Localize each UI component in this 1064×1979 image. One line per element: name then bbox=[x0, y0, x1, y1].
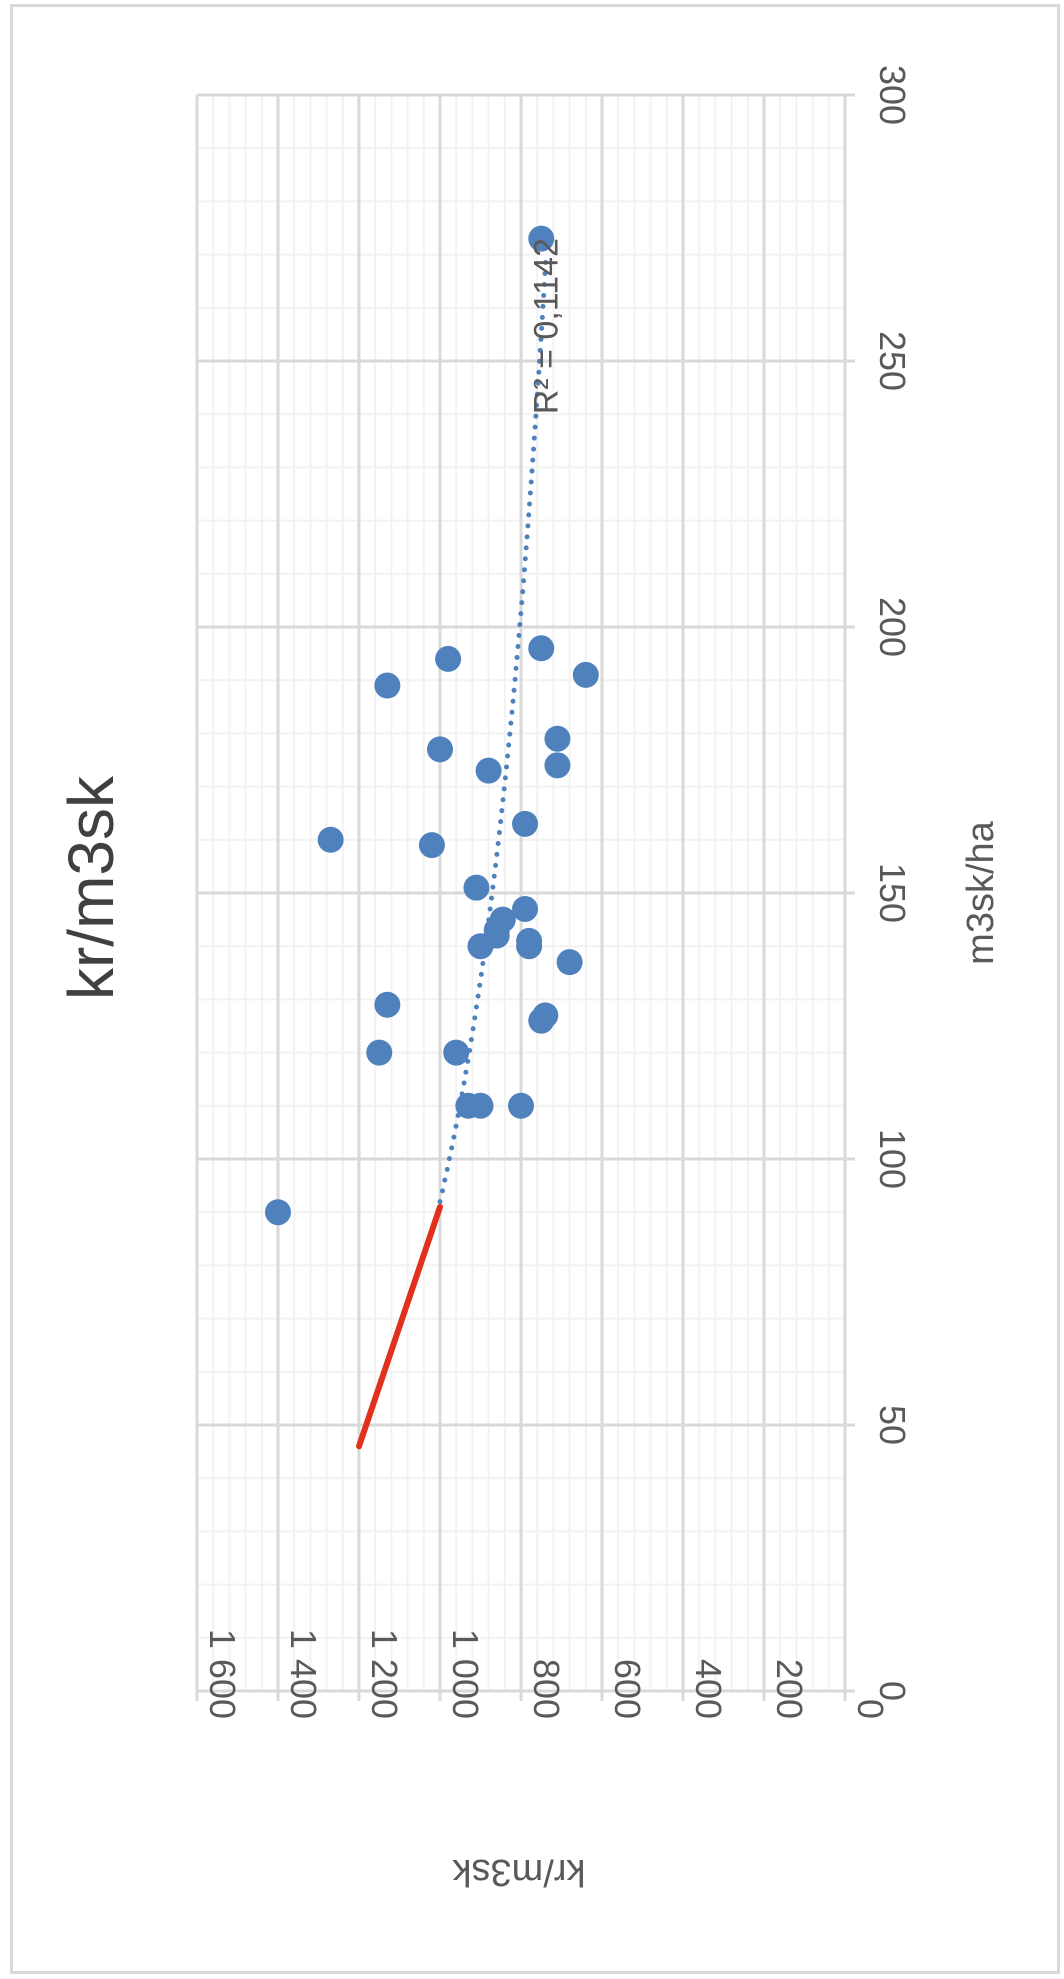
data-point bbox=[489, 906, 516, 933]
y-axis-tick-label: 0 bbox=[850, 1699, 891, 1719]
data-point bbox=[508, 1092, 534, 1119]
major-gridlines bbox=[195, 93, 855, 1701]
x-axis-tick-label: 200 bbox=[872, 597, 913, 657]
data-point bbox=[512, 895, 539, 922]
y-axis-tick-label: 1 600 bbox=[202, 1629, 243, 1719]
data-point bbox=[544, 725, 571, 752]
red-line bbox=[356, 1203, 443, 1450]
data-point bbox=[544, 752, 571, 779]
data-point bbox=[463, 874, 490, 901]
data-point bbox=[374, 672, 401, 699]
data-point bbox=[418, 832, 445, 859]
y-axis-tick-label: 800 bbox=[526, 1659, 567, 1719]
x-axis-tick-label: 0 bbox=[872, 1681, 913, 1701]
data-point bbox=[374, 991, 401, 1018]
data-point bbox=[467, 1092, 494, 1119]
data-point bbox=[572, 661, 599, 688]
y-axis-title: kr/m3sk bbox=[452, 1851, 586, 1893]
x-axis-tick-label: 300 bbox=[872, 65, 913, 125]
data-point bbox=[528, 635, 555, 662]
scatter-chart: 0 50 100 150 200 250 300 0 200 400 600 800 1 000 1 2… bbox=[55, 65, 1002, 1893]
x-axis-tick-label: 50 bbox=[872, 1405, 913, 1445]
y-axis-tick-label: 600 bbox=[607, 1659, 648, 1719]
r-squared-label: R² = 0,1142 bbox=[527, 238, 565, 414]
chart-frame: 0 50 100 150 200 250 300 0 200 400 600 800 1 000 1 2… bbox=[10, 4, 1060, 1974]
data-point bbox=[528, 225, 555, 252]
x-axis-tick-label: 250 bbox=[872, 331, 913, 391]
y-axis-tick-label: 200 bbox=[769, 1659, 810, 1719]
data-point bbox=[265, 1199, 291, 1226]
data-point bbox=[443, 1039, 470, 1066]
y-axis-tick-label: 400 bbox=[688, 1659, 729, 1719]
y-axis-tick-label: 1 400 bbox=[283, 1629, 324, 1719]
x-axis-tick-label: 100 bbox=[872, 1129, 913, 1189]
y-axis-tick-labels: 0 200 400 600 800 1 000 1 200 1 400 1 600 bbox=[202, 1629, 891, 1719]
data-points bbox=[265, 225, 599, 1226]
data-point bbox=[435, 645, 462, 672]
data-point bbox=[475, 757, 502, 784]
data-point bbox=[532, 1002, 559, 1029]
x-axis-title: m3sk/ha bbox=[960, 820, 1002, 964]
data-point bbox=[516, 927, 543, 954]
red-line-segment bbox=[356, 1203, 443, 1450]
y-axis-tick-label: 1 000 bbox=[445, 1629, 486, 1719]
data-point bbox=[556, 949, 583, 976]
y-axis-tick-label: 1 200 bbox=[364, 1629, 405, 1719]
data-point bbox=[366, 1039, 393, 1066]
x-axis-tick-labels: 0 50 100 150 200 250 300 bbox=[872, 65, 913, 1701]
data-point bbox=[427, 736, 453, 763]
data-point bbox=[512, 810, 539, 837]
x-axis-tick-label: 150 bbox=[872, 863, 913, 923]
chart-title: kr/m3sk bbox=[55, 775, 127, 1000]
data-point bbox=[317, 826, 344, 853]
